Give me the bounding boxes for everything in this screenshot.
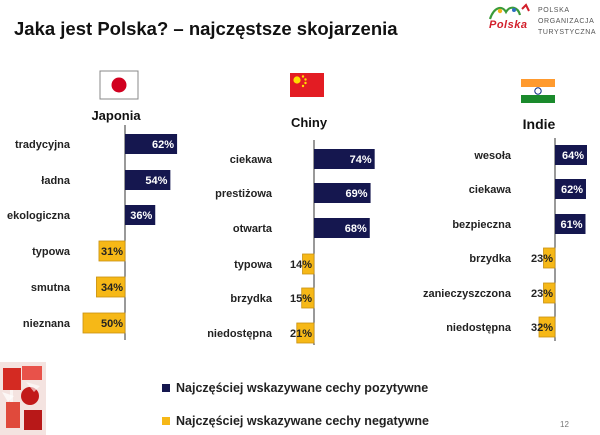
category-label: typowa [32,246,71,258]
bar [555,214,586,234]
value-label: 23% [531,253,553,265]
category-label: nieznana [23,318,71,330]
bar [125,170,171,190]
china-flag [290,73,324,97]
chart-title: Chiny [291,115,328,130]
bar [538,316,556,338]
legend-label: Najczęściej wskazywane cechy negatywne [176,414,429,428]
china-flag-star [304,78,307,81]
chart-title: Indie [523,116,556,132]
bar [125,134,178,154]
value-label: 21% [290,328,312,340]
logo-text: POLSKA ORGANIZACJA TURYSTYCZNA [538,5,596,38]
bar [301,287,315,309]
bar [314,183,371,203]
logo-line: ORGANIZACJA [538,18,595,25]
india-flag-chakra [534,87,542,95]
legend-swatch [162,384,170,392]
value-label: 62% [152,139,174,151]
bar [555,179,586,199]
value-label: 34% [101,282,123,294]
india-flag-stripe [521,87,555,95]
india-flag [521,79,555,87]
china-flag-star [301,75,305,78]
value-label: 62% [561,184,583,196]
polska-logo-mark [488,3,530,20]
category-label: tradycyjna [15,139,71,151]
value-label: 31% [101,246,123,258]
bar [82,312,126,334]
bar [302,253,315,275]
legend-swatch [162,417,170,425]
china-flag-star [301,84,305,88]
value-label: 23% [531,288,553,300]
value-label: 61% [560,219,582,231]
logo-line: TURYSTYCZNA [538,29,597,36]
value-label: 64% [562,150,584,162]
category-label: smutna [31,282,71,294]
category-label: typowa [234,259,273,271]
category-label: ciekawa [469,184,512,196]
chart-title: Japonia [91,108,141,123]
value-label: 14% [290,259,312,271]
japan-flag-sun [111,77,127,93]
bar [543,282,556,304]
bar [555,145,587,165]
decorative-collage-image [0,362,46,435]
page-number: 12 [560,420,569,429]
india-flag-stripe [521,95,555,103]
value-label: 32% [531,322,553,334]
category-label: wesoła [473,150,512,162]
logo-line: POLSKA [538,7,570,14]
category-label: bezpieczna [452,219,512,231]
value-label: 15% [290,293,312,305]
category-label: niedostępna [446,322,512,334]
category-label: ciekawa [230,154,273,166]
category-label: ekologiczna [7,210,71,222]
category-label: prestiżowa [215,188,273,200]
value-label: 69% [346,188,368,200]
category-label: ładna [41,175,71,187]
category-label: brzydka [230,293,272,305]
logo-word: Polska [489,19,528,31]
china-flag-star [293,76,301,84]
bar [296,322,315,344]
bar [125,205,156,225]
value-label: 50% [101,318,123,330]
value-label: 74% [350,154,372,166]
category-label: zanieczyszczona [423,288,512,300]
legend-label: Najczęściej wskazywane cechy pozytywne [176,381,428,395]
value-label: 36% [130,210,152,222]
slide-title: Jaka jest Polska? – najczęstsze skojarze… [14,18,398,39]
value-label: 54% [145,175,167,187]
value-label: 68% [345,223,367,235]
bar [314,149,375,169]
bar [543,247,556,269]
bar [96,276,126,298]
bar [314,218,370,238]
china-flag-star [304,81,307,85]
category-label: otwarta [233,223,273,235]
bar [98,240,126,262]
category-label: niedostępna [207,328,273,340]
category-label: brzydka [469,253,511,265]
